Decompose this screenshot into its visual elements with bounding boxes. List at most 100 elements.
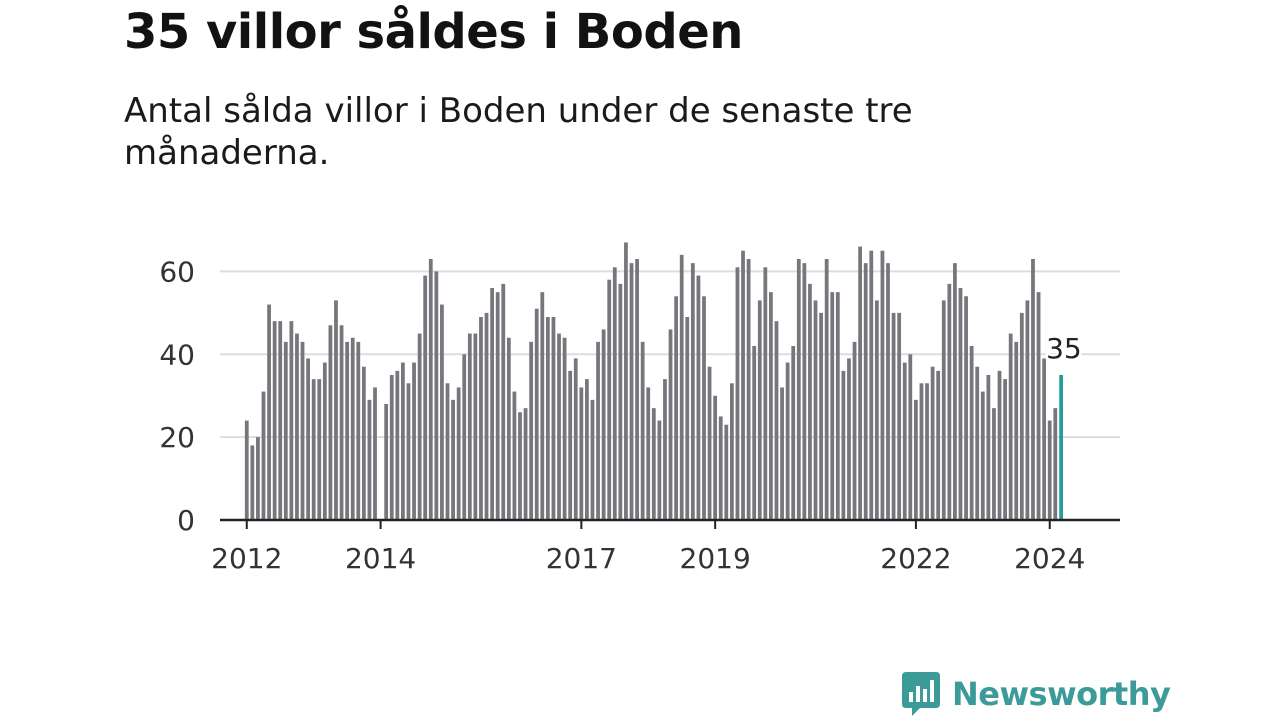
x-tick-label-2022: 2022 <box>880 542 951 575</box>
bar <box>395 370 400 520</box>
bar <box>568 370 573 520</box>
bar <box>356 341 361 520</box>
bar-chart: 0 20 40 60 35 2012 2014 2017 2019 2022 2024 <box>159 242 1120 575</box>
bar <box>306 358 310 520</box>
bar <box>674 296 679 520</box>
bar <box>847 358 851 520</box>
bar <box>651 408 656 520</box>
bar <box>361 366 366 520</box>
highlight-value-label: 35 <box>1046 332 1082 365</box>
bar <box>635 259 639 520</box>
bar <box>1047 420 1052 520</box>
bar <box>802 263 807 520</box>
x-tick-label-2014: 2014 <box>345 542 416 575</box>
bar <box>456 387 461 520</box>
bar <box>534 308 539 520</box>
y-tick-label-20: 20 <box>159 421 195 454</box>
bar <box>835 292 840 520</box>
bar <box>830 292 835 520</box>
bar <box>551 317 556 520</box>
bar <box>724 424 729 520</box>
bar <box>858 246 863 521</box>
bar <box>367 399 372 520</box>
bar <box>713 395 718 520</box>
bar <box>328 325 333 520</box>
bar <box>557 333 561 520</box>
bar <box>1025 300 1030 520</box>
bar <box>250 445 255 520</box>
bar <box>769 292 773 520</box>
bar <box>244 420 249 520</box>
bar <box>992 408 996 520</box>
bar <box>941 300 946 520</box>
highlight-bar <box>1059 375 1064 520</box>
bar <box>757 300 762 520</box>
bar <box>969 346 974 520</box>
bar <box>891 312 896 520</box>
bar <box>545 317 550 520</box>
bar <box>506 337 511 520</box>
bar <box>350 337 355 520</box>
brand-name: Newsworthy <box>952 675 1171 713</box>
y-tick-label-40: 40 <box>159 338 195 371</box>
bar <box>467 333 472 520</box>
bar <box>869 250 874 520</box>
y-axis-tick-labels: 0 20 40 60 <box>159 255 195 537</box>
bar <box>930 366 935 520</box>
bar <box>579 387 584 520</box>
newsworthy-logo[interactable]: Newsworthy <box>900 668 1171 720</box>
bar <box>796 259 801 520</box>
chart-subtitle: Antal sålda villor i Boden under de sena… <box>124 91 913 173</box>
bar <box>668 329 673 520</box>
bar <box>663 379 667 520</box>
bar <box>841 370 846 520</box>
bar <box>953 263 957 520</box>
y-tick-label-0: 0 <box>177 504 195 537</box>
x-axis-ticks: 2012 2014 2017 2019 2022 2024 <box>211 520 1085 575</box>
bar <box>690 263 695 520</box>
bar <box>512 391 517 520</box>
bar <box>311 379 316 520</box>
bar <box>434 271 439 520</box>
bar <box>696 275 701 520</box>
bar <box>573 358 578 520</box>
bar <box>523 408 528 520</box>
bar <box>300 341 305 520</box>
bar <box>925 383 929 520</box>
bar <box>384 404 389 520</box>
bar <box>824 259 829 520</box>
x-tick-label-2012: 2012 <box>211 542 282 575</box>
bar <box>980 391 985 520</box>
bar <box>936 370 941 520</box>
bar <box>975 366 980 520</box>
bar <box>958 288 963 520</box>
bar <box>746 259 751 520</box>
bar <box>629 263 634 520</box>
bar <box>741 250 745 520</box>
bar <box>874 300 879 520</box>
bar <box>657 420 662 520</box>
bar <box>484 312 489 520</box>
bar <box>423 275 428 520</box>
bar <box>451 399 455 520</box>
bar <box>919 383 924 520</box>
bar <box>479 317 483 520</box>
bar <box>295 333 299 520</box>
bar <box>947 283 952 520</box>
bar <box>813 300 818 520</box>
highlight-bar-group: 35 <box>1044 330 1084 520</box>
bar <box>1014 341 1019 520</box>
bar <box>718 416 723 520</box>
bar <box>646 387 651 520</box>
bar <box>261 391 266 520</box>
bar <box>501 283 506 520</box>
bar <box>902 362 907 520</box>
bar <box>1036 292 1041 520</box>
bar <box>819 312 823 520</box>
bar <box>417 333 422 520</box>
bar <box>729 383 734 520</box>
bar <box>339 325 344 520</box>
bar <box>428 259 433 520</box>
bar <box>540 292 545 520</box>
bar <box>863 263 868 520</box>
